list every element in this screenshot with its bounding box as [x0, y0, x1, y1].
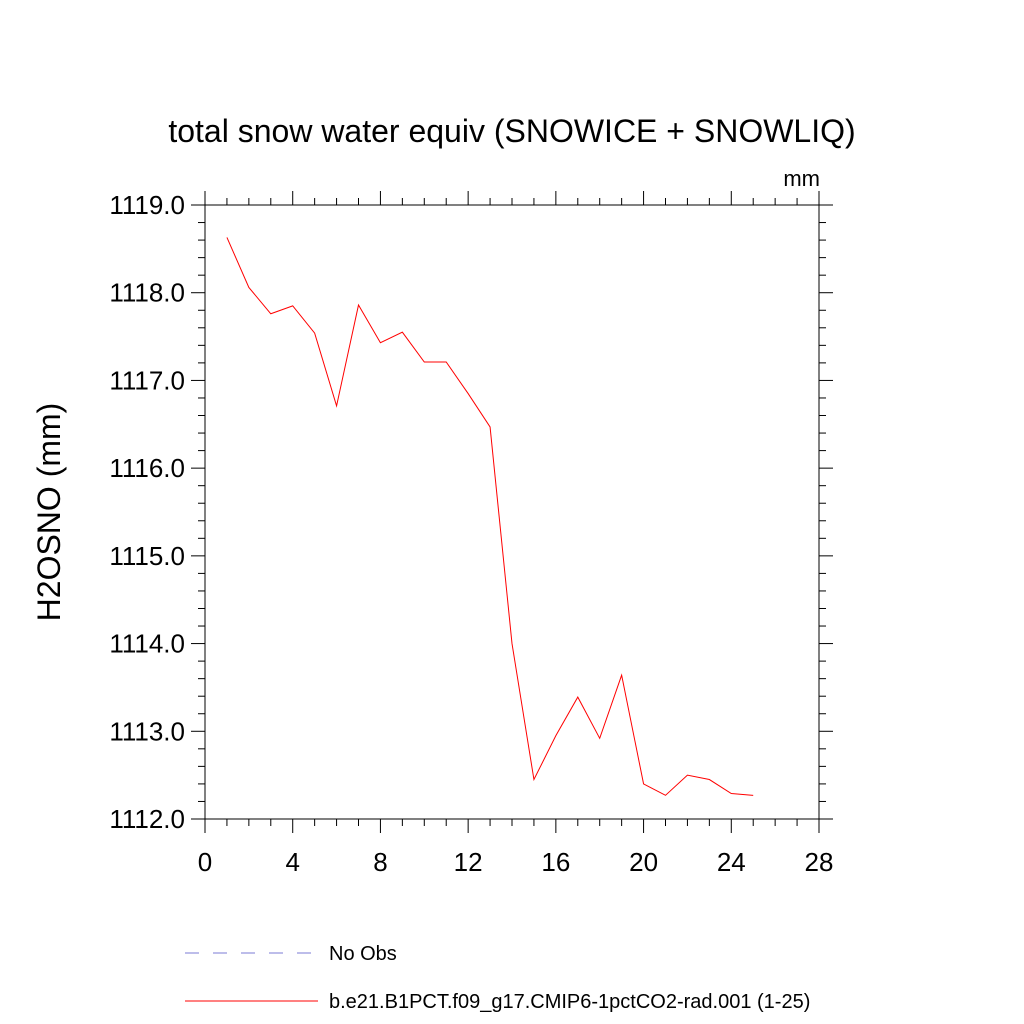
y-tick-label: 1113.0 — [109, 716, 185, 746]
y-tick-label: 1118.0 — [109, 278, 185, 308]
legend-label-no-obs: No Obs — [329, 943, 397, 965]
x-tick-label: 8 — [373, 847, 387, 877]
legend-label-model-run: b.e21.B1PCT.f09_g17.CMIP6-1pctCO2-rad.00… — [329, 991, 810, 1013]
y-tick-label: 1117.0 — [109, 365, 185, 395]
x-tick-label: 16 — [541, 847, 570, 877]
x-tick-label: 28 — [805, 847, 834, 877]
x-tick-label: 4 — [285, 847, 299, 877]
x-tick-label: 12 — [454, 847, 483, 877]
y-axis-label: H2OSNO (mm) — [31, 403, 67, 622]
axis-tick-labels: 0 4 8 12 16 20 24 28 1112.0 1113.0 1114.0 1115.0 111… — [109, 190, 833, 877]
series-line-1 — [226, 237, 754, 796]
plot-frame — [204, 204, 820, 820]
y-tick-label: 1115.0 — [109, 541, 185, 571]
series-lines — [226, 237, 754, 796]
axis-ticks — [191, 191, 833, 833]
x-tick-label: 0 — [198, 847, 212, 877]
x-tick-label: 20 — [629, 847, 658, 877]
chart-title: total snow water equiv (SNOWICE + SNOWLI… — [168, 113, 855, 149]
y-tick-label: 1119.0 — [109, 190, 185, 220]
units-label: mm — [783, 166, 820, 191]
y-tick-label: 1116.0 — [109, 453, 185, 483]
legend: No Obs b.e21.B1PCT.f09_g17.CMIP6-1pctCO2… — [185, 943, 810, 1013]
y-tick-label: 1114.0 — [109, 629, 185, 659]
y-tick-label: 1112.0 — [109, 804, 185, 834]
x-tick-label: 24 — [717, 847, 746, 877]
